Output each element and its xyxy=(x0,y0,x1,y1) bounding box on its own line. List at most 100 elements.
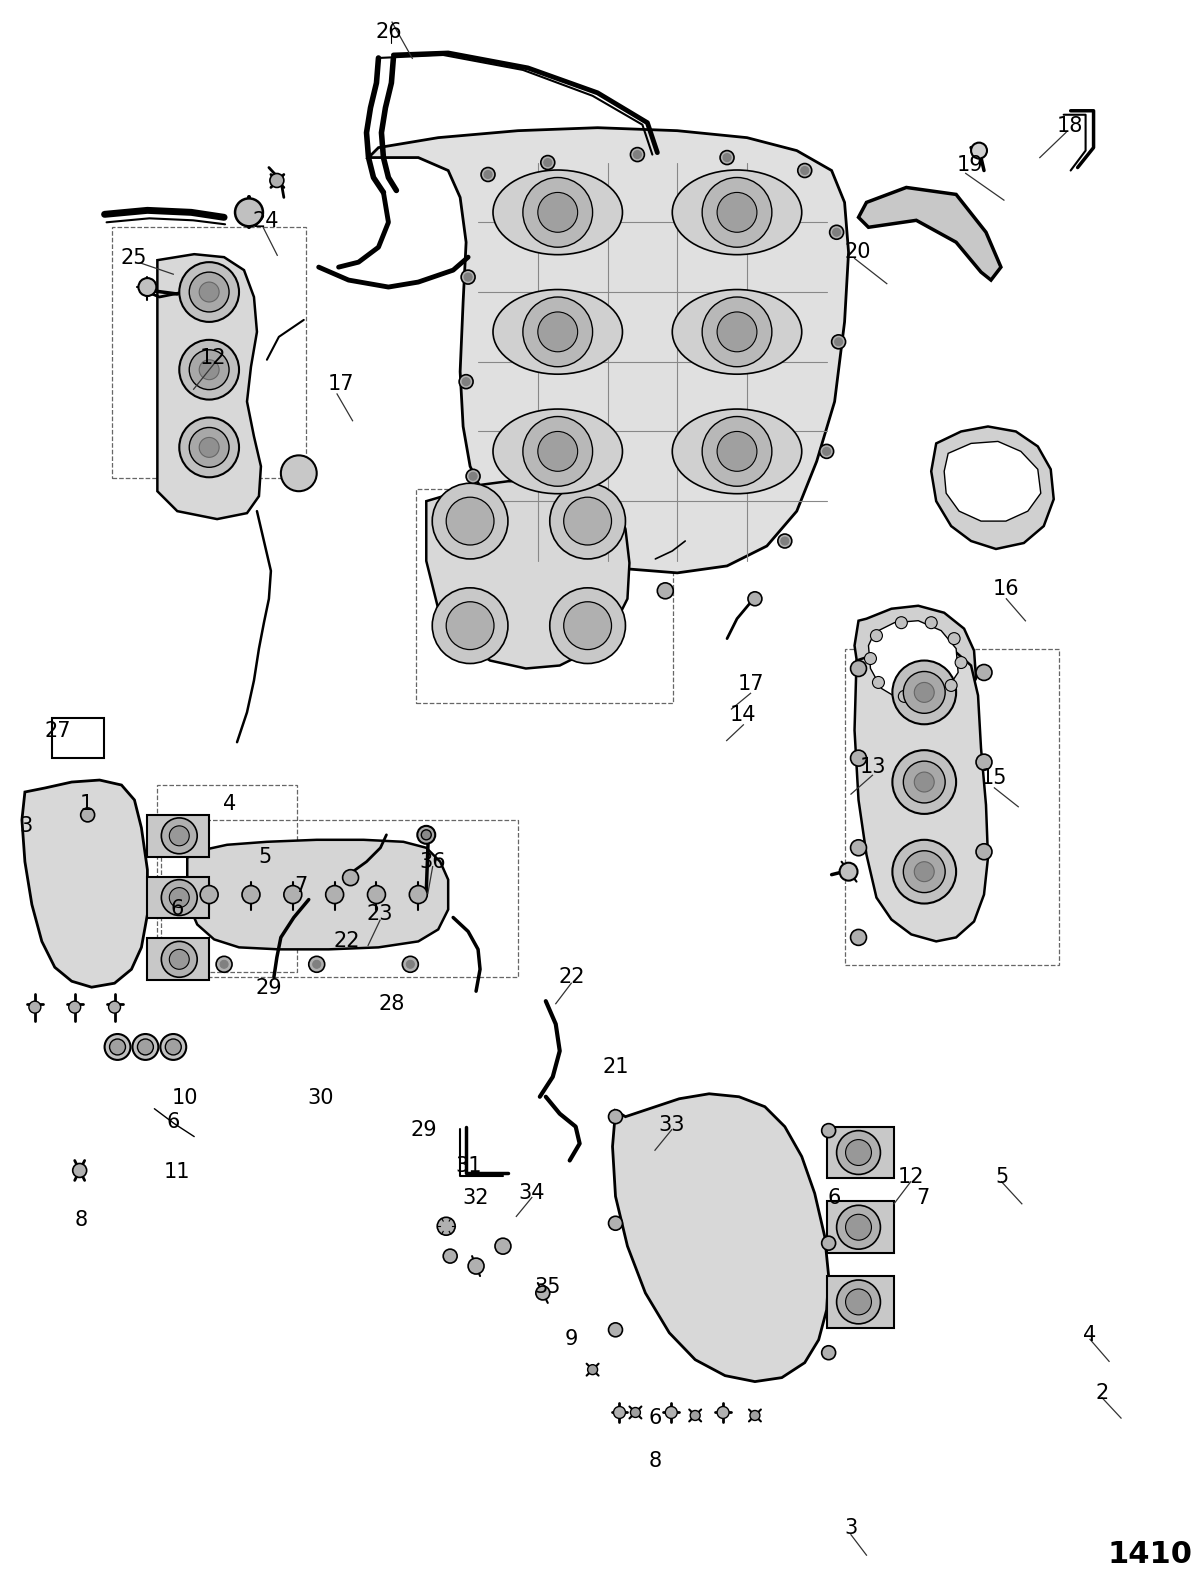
Circle shape xyxy=(166,1039,181,1055)
Circle shape xyxy=(446,601,494,650)
Polygon shape xyxy=(157,255,260,519)
Circle shape xyxy=(460,375,473,389)
Bar xyxy=(148,815,209,857)
Polygon shape xyxy=(368,128,848,573)
Text: 20: 20 xyxy=(845,242,871,263)
Text: 2: 2 xyxy=(1096,1383,1109,1403)
Text: 17: 17 xyxy=(328,375,354,394)
Text: 16: 16 xyxy=(994,579,1020,600)
Text: 36: 36 xyxy=(419,851,446,872)
Circle shape xyxy=(971,142,986,158)
Circle shape xyxy=(702,177,772,247)
Circle shape xyxy=(893,661,956,725)
Circle shape xyxy=(432,483,508,558)
Circle shape xyxy=(199,438,220,457)
Circle shape xyxy=(544,158,552,166)
Text: 17: 17 xyxy=(737,674,764,694)
Circle shape xyxy=(702,297,772,367)
Polygon shape xyxy=(931,427,1054,549)
Circle shape xyxy=(724,153,731,161)
Text: 30: 30 xyxy=(307,1088,334,1109)
Circle shape xyxy=(690,1411,700,1421)
Circle shape xyxy=(658,582,673,598)
Text: 31: 31 xyxy=(455,1156,481,1175)
Ellipse shape xyxy=(493,410,623,494)
Circle shape xyxy=(832,335,846,348)
Text: 11: 11 xyxy=(163,1163,190,1182)
Text: 19: 19 xyxy=(958,155,984,176)
Bar xyxy=(157,785,296,973)
Circle shape xyxy=(216,957,232,973)
Text: 7: 7 xyxy=(294,875,308,895)
Circle shape xyxy=(748,592,762,606)
Circle shape xyxy=(161,1035,186,1060)
Ellipse shape xyxy=(493,290,623,375)
Circle shape xyxy=(634,150,641,158)
Circle shape xyxy=(235,198,263,226)
Ellipse shape xyxy=(672,290,802,375)
Circle shape xyxy=(798,163,811,177)
Circle shape xyxy=(242,886,260,903)
Circle shape xyxy=(437,1217,455,1236)
Circle shape xyxy=(367,886,385,903)
Circle shape xyxy=(104,1035,131,1060)
Text: 15: 15 xyxy=(982,769,1008,788)
Circle shape xyxy=(161,880,197,916)
Text: 4: 4 xyxy=(223,794,236,813)
Circle shape xyxy=(822,1346,835,1359)
Circle shape xyxy=(161,941,197,978)
Circle shape xyxy=(630,1408,641,1417)
Circle shape xyxy=(466,470,480,483)
Circle shape xyxy=(179,418,239,478)
Circle shape xyxy=(718,193,757,233)
Text: 6: 6 xyxy=(167,1112,180,1131)
Text: 26: 26 xyxy=(376,22,402,41)
Circle shape xyxy=(829,225,844,239)
Text: 6: 6 xyxy=(828,1188,841,1207)
Circle shape xyxy=(822,1123,835,1137)
Circle shape xyxy=(914,772,935,793)
Circle shape xyxy=(823,448,830,456)
Text: 7: 7 xyxy=(916,1188,929,1207)
Bar xyxy=(845,649,1058,965)
Circle shape xyxy=(325,886,343,903)
Circle shape xyxy=(914,682,935,702)
Circle shape xyxy=(904,851,946,892)
Circle shape xyxy=(720,150,734,165)
Text: 8: 8 xyxy=(648,1451,661,1471)
Circle shape xyxy=(946,679,958,691)
Circle shape xyxy=(138,278,156,296)
Circle shape xyxy=(313,960,320,968)
Circle shape xyxy=(200,886,218,903)
Text: 8: 8 xyxy=(74,1210,88,1229)
Circle shape xyxy=(461,271,475,285)
Circle shape xyxy=(446,497,494,544)
Text: 33: 33 xyxy=(659,1115,685,1134)
Circle shape xyxy=(564,601,612,650)
Circle shape xyxy=(718,312,757,351)
Text: 27: 27 xyxy=(44,721,71,740)
Circle shape xyxy=(820,445,834,459)
Circle shape xyxy=(822,1236,835,1250)
Circle shape xyxy=(132,1035,158,1060)
Circle shape xyxy=(270,174,284,187)
Text: 18: 18 xyxy=(1056,115,1082,136)
Text: 3: 3 xyxy=(19,816,32,835)
Circle shape xyxy=(564,497,612,544)
Circle shape xyxy=(893,750,956,813)
Polygon shape xyxy=(612,1093,829,1381)
Circle shape xyxy=(904,761,946,804)
Circle shape xyxy=(550,483,625,558)
Text: 22: 22 xyxy=(334,930,360,951)
Circle shape xyxy=(108,1001,120,1012)
Circle shape xyxy=(836,1131,881,1174)
Polygon shape xyxy=(944,441,1040,520)
Circle shape xyxy=(169,826,190,846)
Text: 24: 24 xyxy=(252,210,278,231)
Circle shape xyxy=(541,155,554,169)
Circle shape xyxy=(421,831,431,840)
Bar xyxy=(112,228,306,478)
Circle shape xyxy=(523,416,593,486)
Circle shape xyxy=(864,652,876,664)
Circle shape xyxy=(588,1365,598,1375)
